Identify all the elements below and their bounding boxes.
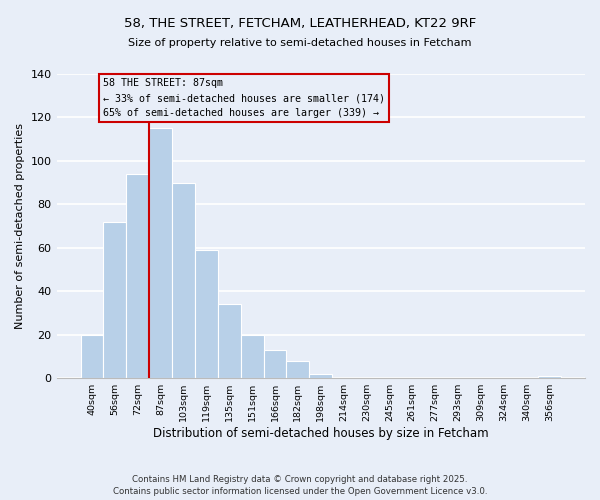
Text: 58 THE STREET: 87sqm
← 33% of semi-detached houses are smaller (174)
65% of semi: 58 THE STREET: 87sqm ← 33% of semi-detac… <box>103 78 385 118</box>
Bar <box>172 182 195 378</box>
X-axis label: Distribution of semi-detached houses by size in Fetcham: Distribution of semi-detached houses by … <box>153 427 488 440</box>
Bar <box>286 361 310 378</box>
Bar <box>103 222 127 378</box>
Bar <box>80 335 103 378</box>
Text: Contains HM Land Registry data © Crown copyright and database right 2025.: Contains HM Land Registry data © Crown c… <box>132 474 468 484</box>
Bar <box>127 174 149 378</box>
Text: Contains public sector information licensed under the Open Government Licence v3: Contains public sector information licen… <box>113 487 487 496</box>
Bar <box>149 128 172 378</box>
Text: Size of property relative to semi-detached houses in Fetcham: Size of property relative to semi-detach… <box>128 38 472 48</box>
Bar <box>310 374 332 378</box>
Bar <box>241 335 263 378</box>
Y-axis label: Number of semi-detached properties: Number of semi-detached properties <box>15 123 25 329</box>
Bar <box>195 250 218 378</box>
Bar <box>538 376 561 378</box>
Bar <box>263 350 286 378</box>
Text: 58, THE STREET, FETCHAM, LEATHERHEAD, KT22 9RF: 58, THE STREET, FETCHAM, LEATHERHEAD, KT… <box>124 18 476 30</box>
Bar <box>218 304 241 378</box>
